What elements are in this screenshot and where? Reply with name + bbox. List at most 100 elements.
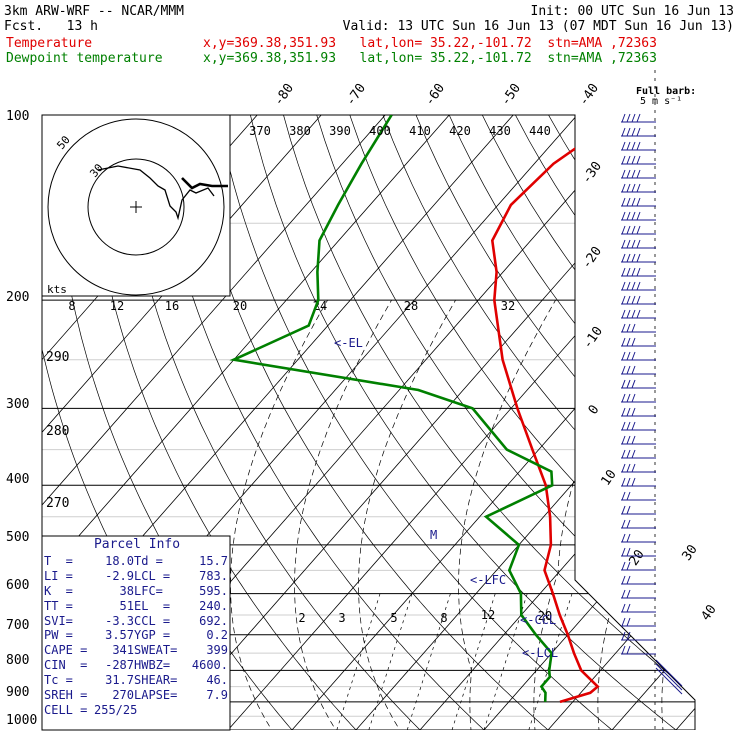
barb-flag xyxy=(636,127,641,137)
mixing-ratio-label: 20 xyxy=(538,609,552,623)
wind-scale-label: 20 xyxy=(233,299,247,313)
parcel-info-cell: 38 xyxy=(119,583,134,598)
dry-adiabat-line xyxy=(404,115,695,730)
barb-flag xyxy=(626,421,631,431)
barb-flag xyxy=(621,603,626,613)
dewpoint-legend-label: Dewpoint temperature xyxy=(6,51,163,66)
barb-flag xyxy=(636,225,641,235)
barb-flag xyxy=(631,211,636,221)
dry-adiabat-line xyxy=(372,115,695,730)
barb-flag xyxy=(626,141,631,151)
barb-flag xyxy=(631,169,636,179)
wind-barb xyxy=(621,267,656,277)
theta-label: 440 xyxy=(529,124,551,138)
barb-flag xyxy=(636,239,641,249)
barb-flag xyxy=(636,281,641,291)
parcel-info-cell: 0.2 xyxy=(206,628,228,643)
isotherm-line xyxy=(600,115,695,730)
barb-flag xyxy=(626,211,631,221)
barb-flag xyxy=(626,295,631,305)
barb-flag xyxy=(631,113,636,123)
parcel-info-row: T = 18.0 Td = 15.7 xyxy=(44,554,230,569)
isotherm-line xyxy=(42,115,347,730)
wind-barb xyxy=(621,435,656,445)
skewed-temperature-label: -10 xyxy=(580,324,606,352)
barb-flag xyxy=(636,309,641,319)
valid-time: Valid: 13 UTC Sun 16 Jun 13 (07 MDT Sun … xyxy=(342,19,734,34)
dry-adiabat-line xyxy=(179,115,564,730)
barb-flag xyxy=(626,449,631,459)
level-annotation: <-CCL xyxy=(520,613,556,627)
dry-adiabat-line xyxy=(727,87,740,740)
pressure-tick-label: 400 xyxy=(6,472,29,487)
isotherm-line xyxy=(536,115,695,730)
init-time: Init: 00 UTC Sun 16 Jun 13 xyxy=(530,4,735,19)
barb-flag xyxy=(621,113,626,123)
wind-barb xyxy=(621,225,656,235)
barb-flag xyxy=(631,365,636,375)
parcel-info-cell: K = xyxy=(44,583,73,598)
barb-flag xyxy=(621,267,626,277)
wind-barb xyxy=(621,211,656,221)
barb-flag xyxy=(631,141,636,151)
parcel-info-cell: Td = xyxy=(134,553,163,568)
barb-flag xyxy=(621,477,626,487)
pressure-tick-label: 500 xyxy=(6,530,29,545)
wind-barb xyxy=(621,337,656,347)
barb-flag xyxy=(636,267,641,277)
parcel-info-cell: SVI= xyxy=(44,613,73,628)
barb-flag xyxy=(626,155,631,165)
parcel-info-cell: EL = xyxy=(134,598,171,613)
dry-adiabat-line xyxy=(211,115,629,730)
level-annotation: <-EL xyxy=(334,336,363,350)
barb-flag xyxy=(626,365,631,375)
barb-flag xyxy=(626,197,631,207)
barb-flag xyxy=(621,225,626,235)
barb-flag xyxy=(631,435,636,445)
barb-flag xyxy=(631,267,636,277)
wind-barb xyxy=(621,113,656,123)
barb-flag xyxy=(621,309,626,319)
wind-barb xyxy=(621,491,656,501)
wind-barb xyxy=(621,617,656,627)
parcel-info-cell: 341 xyxy=(112,643,134,658)
moist-adiabat-line xyxy=(358,299,456,730)
isotherm-line xyxy=(729,87,740,740)
barb-flag xyxy=(636,197,641,207)
barb-flag xyxy=(621,337,626,347)
parcel-info-row: TT = 51 EL = 240. xyxy=(44,599,230,614)
parcel-info-cell: SHEAR= xyxy=(134,673,178,688)
wind-barb xyxy=(621,547,656,557)
moist-adiabat-line xyxy=(533,299,656,730)
wind-barb xyxy=(621,323,656,333)
level-annotation: <-LCL xyxy=(522,646,558,660)
skewed-temperature-label: 30 xyxy=(679,542,700,563)
skewed-temperature-label: 0 xyxy=(586,402,603,417)
barb-flag xyxy=(626,393,631,403)
barb-flag xyxy=(631,323,636,333)
parcel-info-row: CAPE = 341 SWEAT= 399 xyxy=(44,643,230,658)
barb-flag xyxy=(621,379,626,389)
barb-flag xyxy=(631,379,636,389)
parcel-info-cell xyxy=(134,703,186,718)
hodograph-trace-bold xyxy=(181,177,228,190)
barb-flag xyxy=(626,337,631,347)
wind-barb xyxy=(621,421,656,431)
dry-adiabat-line xyxy=(276,115,695,730)
theta-label: 400 xyxy=(369,124,391,138)
parcel-info-title: Parcel Info xyxy=(93,537,181,552)
barb-flag xyxy=(621,505,626,515)
theta-label: 420 xyxy=(449,124,471,138)
barb-flag xyxy=(626,477,631,487)
barb-flag xyxy=(631,463,636,473)
dry-adiabat-line xyxy=(244,115,693,730)
barb-flag xyxy=(626,225,631,235)
barb-flag xyxy=(621,631,626,641)
barb-flag xyxy=(631,449,636,459)
isotherm-line xyxy=(408,115,695,730)
parcel-info-cell: 7.9 xyxy=(206,688,228,703)
parcel-info-row: CIN = -287 HWBZ= 4600. xyxy=(44,658,230,673)
barb-flag xyxy=(621,533,626,543)
barb-flag xyxy=(626,617,631,627)
